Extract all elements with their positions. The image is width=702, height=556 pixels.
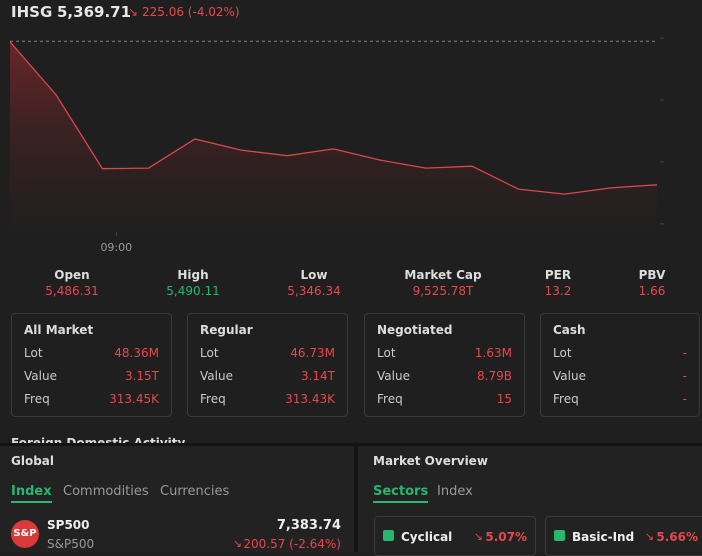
stat-value: 5,346.34: [287, 284, 341, 298]
section-title: Foreign Domestic Activity: [11, 436, 186, 443]
card: Cash Lot - Value - Freq -: [540, 313, 700, 417]
card: All Market Lot 48.36M Value 3.15T Freq 313.45K: [11, 313, 172, 417]
down-arrow: ↘: [128, 5, 139, 19]
row-value: 313.45K: [109, 392, 159, 406]
row-value: 1.63M: [474, 346, 512, 360]
row-value: 48.36M: [114, 346, 159, 360]
area: [10, 41, 657, 230]
stat-value: 1.66: [638, 284, 666, 298]
stat-label: PER: [544, 268, 572, 282]
down-arrow: ↘: [473, 530, 483, 543]
row-label: Lot: [24, 346, 43, 360]
row-label: Value: [200, 369, 233, 383]
panel-divider: [354, 446, 358, 552]
row-label: Freq: [553, 392, 579, 406]
change: 225.06 (-4.02%): [142, 5, 240, 19]
card: Negotiated Lot 1.63M Value 8.79B Freq 15: [364, 313, 525, 417]
price: 5,369.71: [57, 3, 132, 21]
row-value: 8.79B: [477, 369, 512, 383]
item-name: SP500: [47, 518, 90, 532]
global-panel: Global Index Commodities Currencies S&P SP500…: [0, 446, 354, 552]
row-value: 15: [496, 392, 512, 406]
stat-label: Open: [54, 268, 90, 282]
stat-value: 13.2: [544, 284, 572, 298]
row-label: Freq: [200, 392, 226, 406]
item-subname: S&P500: [47, 537, 95, 551]
stat-label: Market Cap: [404, 268, 482, 282]
sector-name: Cyclical: [401, 530, 453, 544]
row-label: Lot: [553, 346, 572, 360]
stat-label: High: [177, 268, 209, 282]
sector-icon: [554, 530, 565, 541]
down-arrow: ↘: [232, 537, 242, 550]
sector-change: 5.07%: [485, 530, 527, 544]
divider: [0, 443, 702, 446]
card-title: Regular: [200, 323, 253, 337]
item-change: 200.57 (-2.64%): [243, 537, 341, 551]
stat-label: PBV: [638, 268, 666, 282]
tab[interactable]: Index: [11, 484, 52, 503]
line: [9, 41, 658, 195]
row-value: 313.43K: [285, 392, 335, 406]
row-value: 3.15T: [124, 369, 159, 383]
row-label: Lot: [200, 346, 219, 360]
tab[interactable]: Index: [437, 484, 473, 499]
row-label: Value: [24, 369, 57, 383]
badge: S&P: [11, 520, 39, 548]
row-value: -: [682, 346, 687, 360]
sector-card[interactable]: Basic-Ind 5.66% ↘: [545, 516, 702, 556]
card-title: Negotiated: [377, 323, 453, 337]
down-arrow: ↘: [644, 530, 654, 543]
symbol: IHSG: [11, 3, 53, 21]
sector-name: Basic-Ind: [572, 530, 635, 544]
row-label: Lot: [377, 346, 396, 360]
price-chart: 5,3005,4005,5005,60009:00: [9, 37, 664, 254]
card: Regular Lot 46.73M Value 3.14T Freq 313.43K: [187, 313, 348, 417]
row-label: Freq: [24, 392, 50, 406]
row-value: 46.73M: [290, 346, 335, 360]
sector-card[interactable]: Cyclical 5.07% ↘: [374, 516, 536, 556]
stat-label: Low: [300, 268, 328, 282]
tab[interactable]: Commodities: [63, 484, 149, 499]
x-tick-label: 09:00: [100, 241, 132, 254]
stat-value: 5,486.31: [45, 284, 99, 298]
row-value: -: [682, 392, 687, 406]
row-label: Value: [553, 369, 586, 383]
stat-value: 9,525.78T: [412, 284, 474, 298]
row-label: Freq: [377, 392, 403, 406]
stat-value: 5,490.11: [166, 284, 220, 298]
row-label: Value: [377, 369, 410, 383]
tab[interactable]: Currencies: [160, 484, 230, 499]
row-value: -: [682, 369, 687, 383]
row-value: 3.14T: [300, 369, 335, 383]
card-title: Cash: [553, 323, 586, 337]
sector-change: 5.66%: [656, 530, 698, 544]
panel-title: Market Overview: [373, 454, 488, 468]
tab[interactable]: Sectors: [373, 484, 429, 503]
overview-panel: Market Overview Sectors Index Cyclical 5.07%…: [358, 446, 702, 556]
panel-title: Global: [11, 454, 55, 468]
card-title: All Market: [24, 323, 94, 337]
item-price: 7,383.74: [276, 518, 341, 533]
sector-icon: [383, 530, 394, 541]
